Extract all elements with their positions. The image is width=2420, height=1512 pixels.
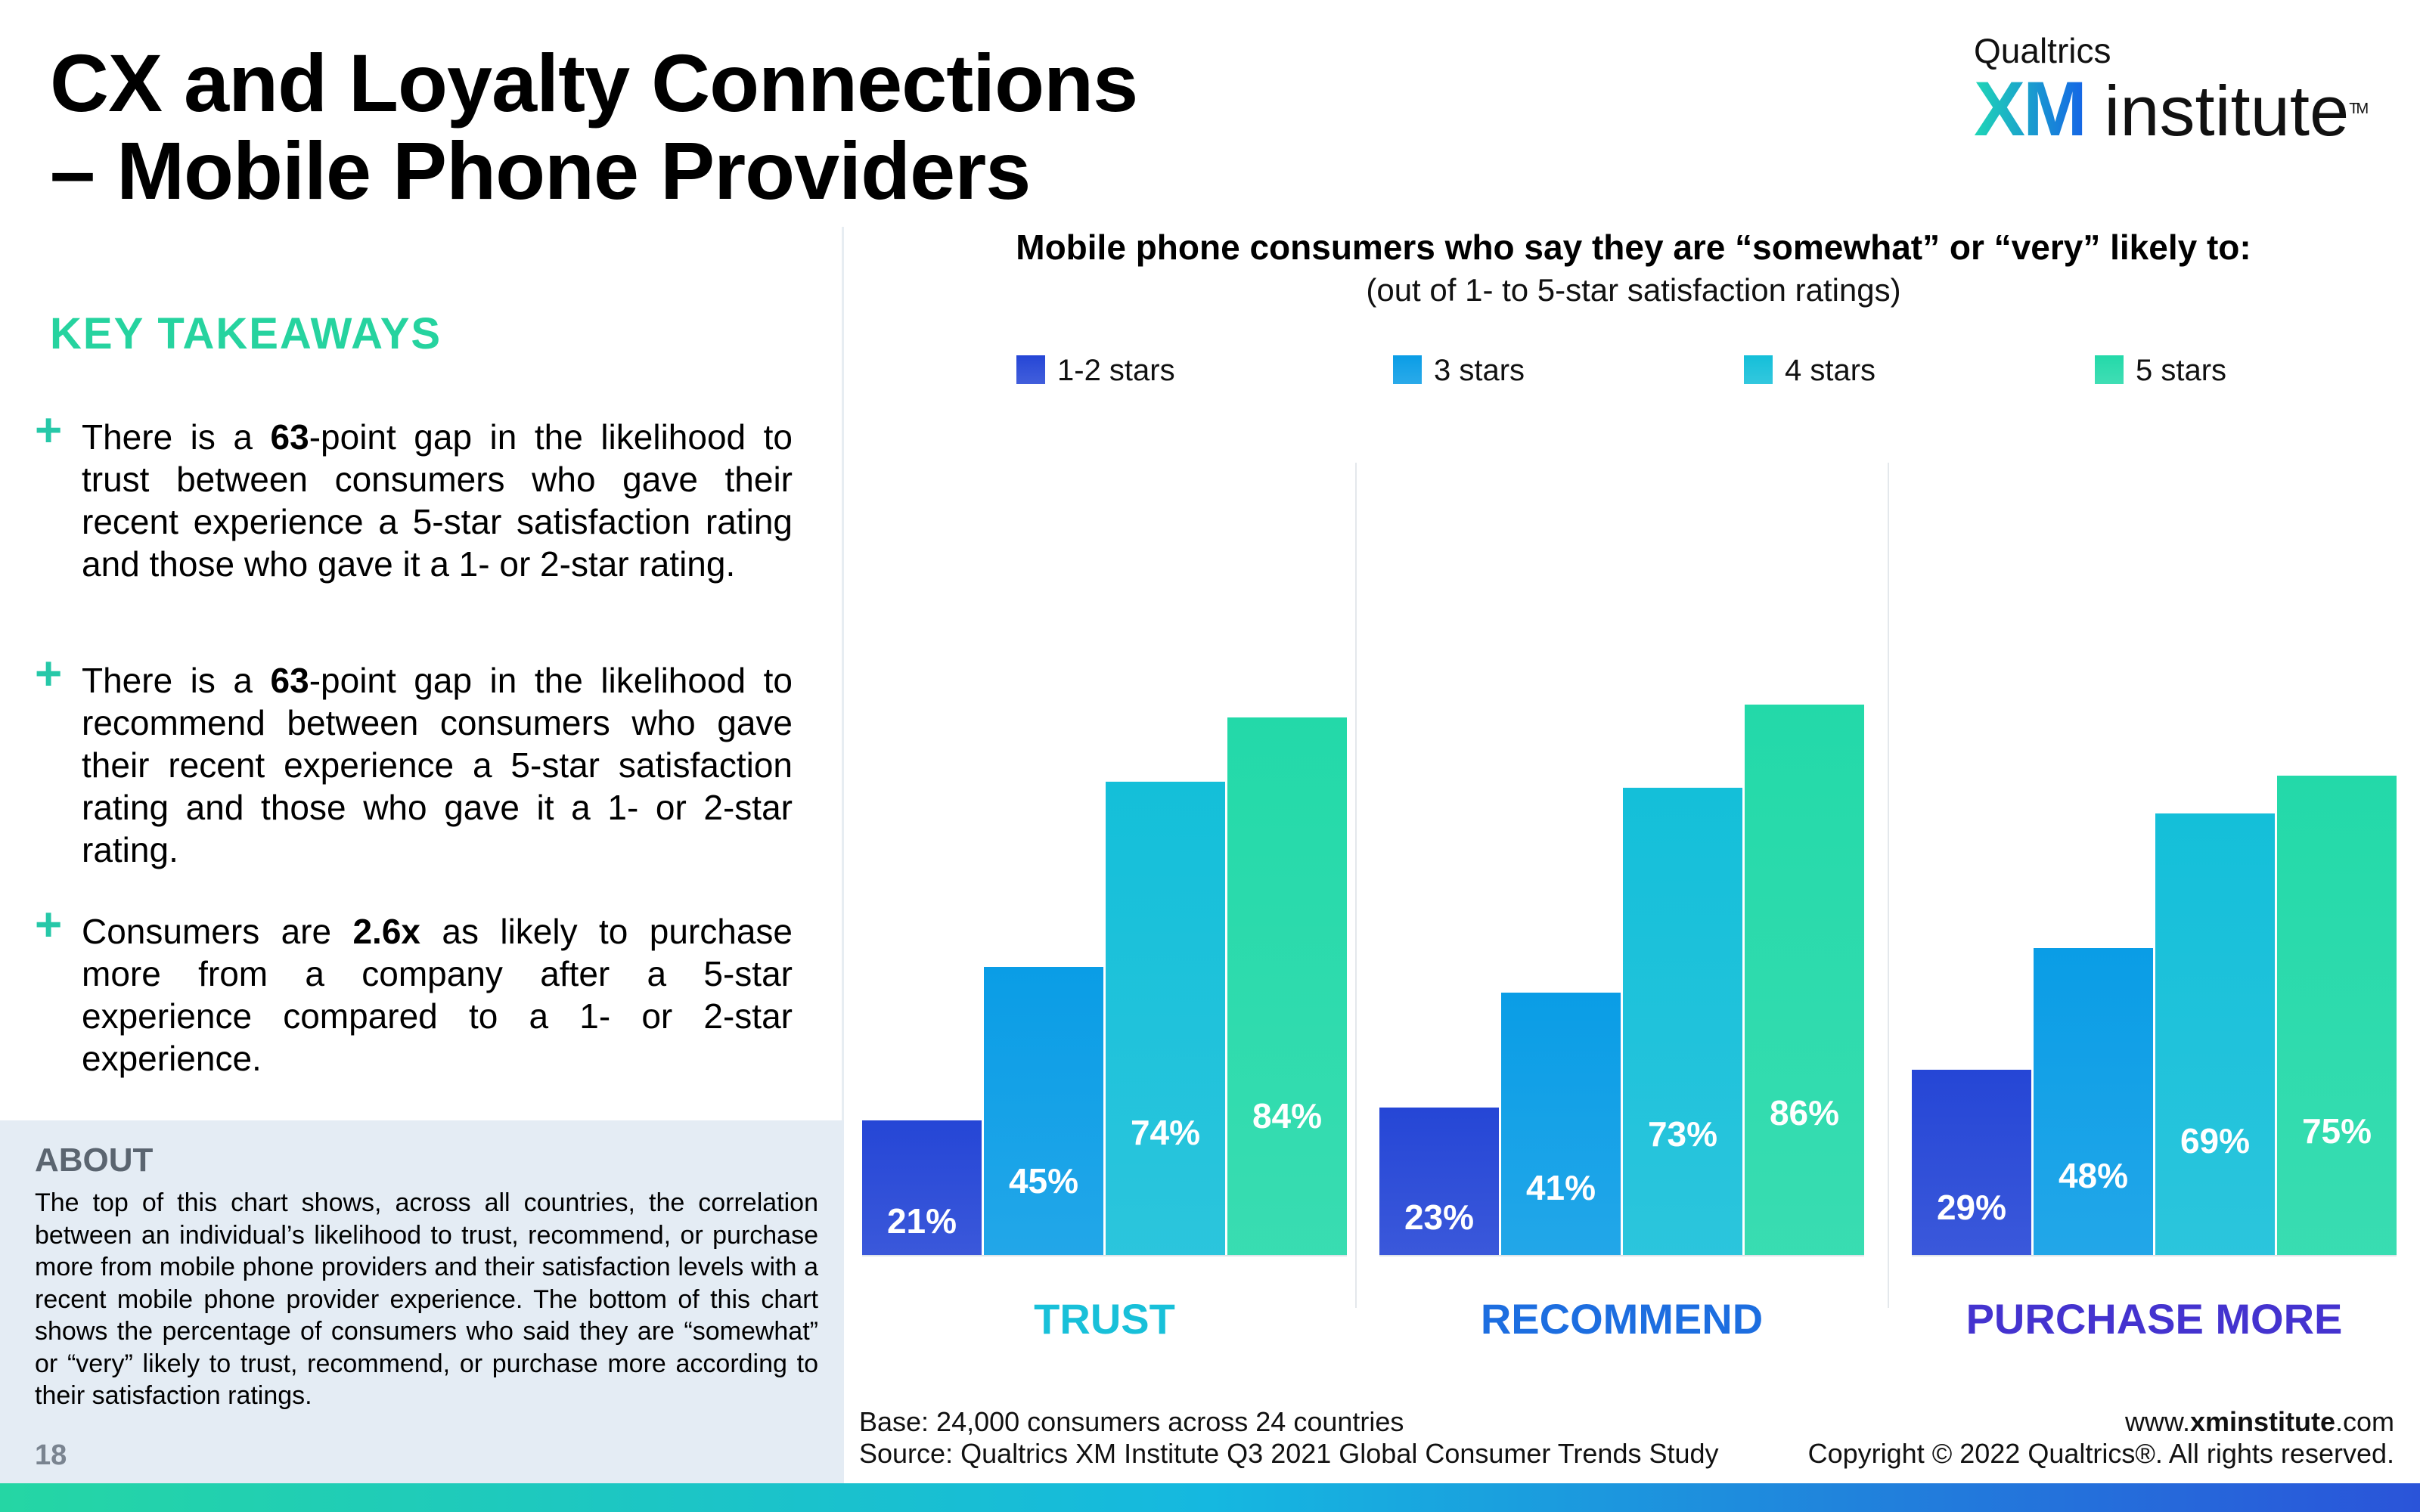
key-takeaways-heading: KEY TAKEAWAYS bbox=[50, 309, 442, 358]
legend-label: 4 stars bbox=[1785, 354, 1876, 387]
footer-source-text: Source: Qualtrics XM Institute Q3 2021 G… bbox=[859, 1438, 1719, 1469]
baseline bbox=[1912, 1255, 2397, 1256]
takeaway-item: + There is a 63-point gap in the likelih… bbox=[35, 407, 793, 585]
takeaway-text-bold: 2.6x bbox=[352, 912, 420, 951]
footer-url-bold: xminstitute bbox=[2189, 1406, 2335, 1437]
legend-item: 3 stars bbox=[1393, 354, 1525, 388]
plus-icon: + bbox=[35, 404, 63, 457]
logo-institute: institute bbox=[2104, 71, 2350, 150]
bar-value-label: 86% bbox=[1769, 1092, 1840, 1132]
takeaway-text: Consumers are 2.6x as likely to purchase… bbox=[82, 910, 793, 1080]
category-label: RECOMMEND bbox=[1480, 1295, 1764, 1343]
bar-value-label: 29% bbox=[1936, 1188, 2007, 1228]
page-title: CX and Loyalty Connections – Mobile Phon… bbox=[50, 39, 1184, 215]
title-line-2: – Mobile Phone Providers bbox=[50, 125, 1031, 216]
group-separator bbox=[1355, 463, 1357, 1308]
footer-right: www.xminstitute.com Copyright © 2022 Qua… bbox=[1739, 1406, 2394, 1470]
title-line-1: CX and Loyalty Connections bbox=[50, 37, 1138, 129]
bottom-gradient-bar bbox=[0, 1483, 2420, 1512]
takeaway-text-pre: Consumers are bbox=[82, 912, 353, 951]
bar bbox=[2034, 947, 2153, 1255]
footer-copyright: Copyright © 2022 Qualtrics®. All rights … bbox=[1807, 1438, 2394, 1469]
legend-swatch bbox=[1016, 355, 1045, 385]
plus-icon: + bbox=[35, 899, 63, 951]
legend-swatch bbox=[1744, 355, 1773, 385]
bar bbox=[1501, 993, 1621, 1255]
legend-label: 5 stars bbox=[2136, 354, 2227, 387]
logo-wordmark: XM instituteTM bbox=[1974, 70, 2397, 150]
legend-label: 1-2 stars bbox=[1057, 354, 1175, 387]
bar-value-label: 41% bbox=[1525, 1167, 1596, 1207]
footer-source: Base: 24,000 consumers across 24 countri… bbox=[859, 1406, 1719, 1470]
legend-item: 1-2 stars bbox=[1016, 354, 1175, 388]
takeaway-text: There is a 63-point gap in the likelihoo… bbox=[82, 416, 793, 585]
takeaway-text-bold: 63 bbox=[270, 661, 309, 700]
takeaway-text-pre: There is a bbox=[82, 661, 271, 700]
legend-item: 4 stars bbox=[1744, 354, 1876, 388]
bar bbox=[2155, 813, 2275, 1255]
bar bbox=[862, 1120, 982, 1255]
bar-value-label: 45% bbox=[1008, 1161, 1079, 1201]
bar bbox=[1623, 788, 1742, 1255]
bar-value-label: 73% bbox=[1647, 1114, 1718, 1154]
logo-brand: Qualtrics bbox=[1974, 31, 2111, 70]
about-panel: ABOUT The top of this chart shows, acros… bbox=[0, 1120, 844, 1483]
legend-item: 5 stars bbox=[2095, 354, 2226, 388]
chart-title: Mobile phone consumers who say they are … bbox=[1016, 228, 2251, 267]
logo-tm: TM bbox=[2349, 101, 2369, 117]
page-number: 18 bbox=[35, 1439, 67, 1471]
takeaway-text-post: -point gap in the likelihood to recommen… bbox=[82, 661, 793, 869]
baseline bbox=[1379, 1255, 1864, 1256]
takeaway-item: + Consumers are 2.6x as likely to purcha… bbox=[35, 902, 793, 1080]
legend-label: 3 stars bbox=[1434, 354, 1525, 387]
bar bbox=[984, 967, 1103, 1255]
about-heading: ABOUT bbox=[35, 1142, 154, 1179]
bar-value-label: 48% bbox=[2058, 1156, 2129, 1196]
legend-swatch bbox=[1393, 355, 1422, 385]
group-separator bbox=[1888, 463, 1889, 1308]
footer-url-pre: www. bbox=[2124, 1406, 2190, 1437]
bar bbox=[1106, 781, 1225, 1255]
footer-base: Base: 24,000 consumers across 24 countri… bbox=[859, 1406, 1404, 1437]
takeaway-text-post: as likely to purchase more from a compan… bbox=[82, 912, 793, 1078]
xm-institute-logo: Qualtrics XM instituteTM bbox=[1974, 30, 2397, 149]
bar-value-label: 23% bbox=[1404, 1198, 1475, 1238]
bar bbox=[1227, 717, 1347, 1255]
bar-value-label: 69% bbox=[2180, 1121, 2251, 1161]
baseline bbox=[862, 1255, 1347, 1256]
takeaway-text: There is a 63-point gap in the likelihoo… bbox=[82, 659, 793, 871]
bar bbox=[2277, 775, 2397, 1255]
bar-value-label: 21% bbox=[886, 1201, 957, 1241]
bar-value-label: 84% bbox=[1252, 1096, 1323, 1136]
panel-divider bbox=[842, 227, 844, 1361]
bar-value-label: 75% bbox=[2301, 1111, 2372, 1151]
footer-url-post: .com bbox=[2335, 1406, 2394, 1437]
bar bbox=[1745, 705, 1864, 1255]
takeaway-text-bold: 63 bbox=[270, 417, 309, 457]
plus-icon: + bbox=[35, 648, 63, 700]
bar-value-label: 74% bbox=[1130, 1113, 1201, 1153]
footer-url[interactable]: www.xminstitute.com bbox=[1739, 1406, 2394, 1438]
bar bbox=[1379, 1108, 1499, 1255]
legend-swatch bbox=[2095, 355, 2124, 385]
takeaway-text-pre: There is a bbox=[82, 417, 271, 457]
takeaway-text-post: -point gap in the likelihood to trust be… bbox=[82, 417, 793, 584]
chart-subtitle: (out of 1- to 5-star satisfaction rating… bbox=[1366, 272, 1901, 308]
about-text: The top of this chart shows, across all … bbox=[35, 1188, 818, 1410]
category-label: PURCHASE MORE bbox=[1965, 1295, 2343, 1343]
category-label: TRUST bbox=[1034, 1295, 1175, 1343]
logo-xm: XM bbox=[1974, 66, 2087, 152]
bar bbox=[1912, 1069, 2031, 1255]
takeaway-item: + There is a 63-point gap in the likelih… bbox=[35, 651, 793, 871]
